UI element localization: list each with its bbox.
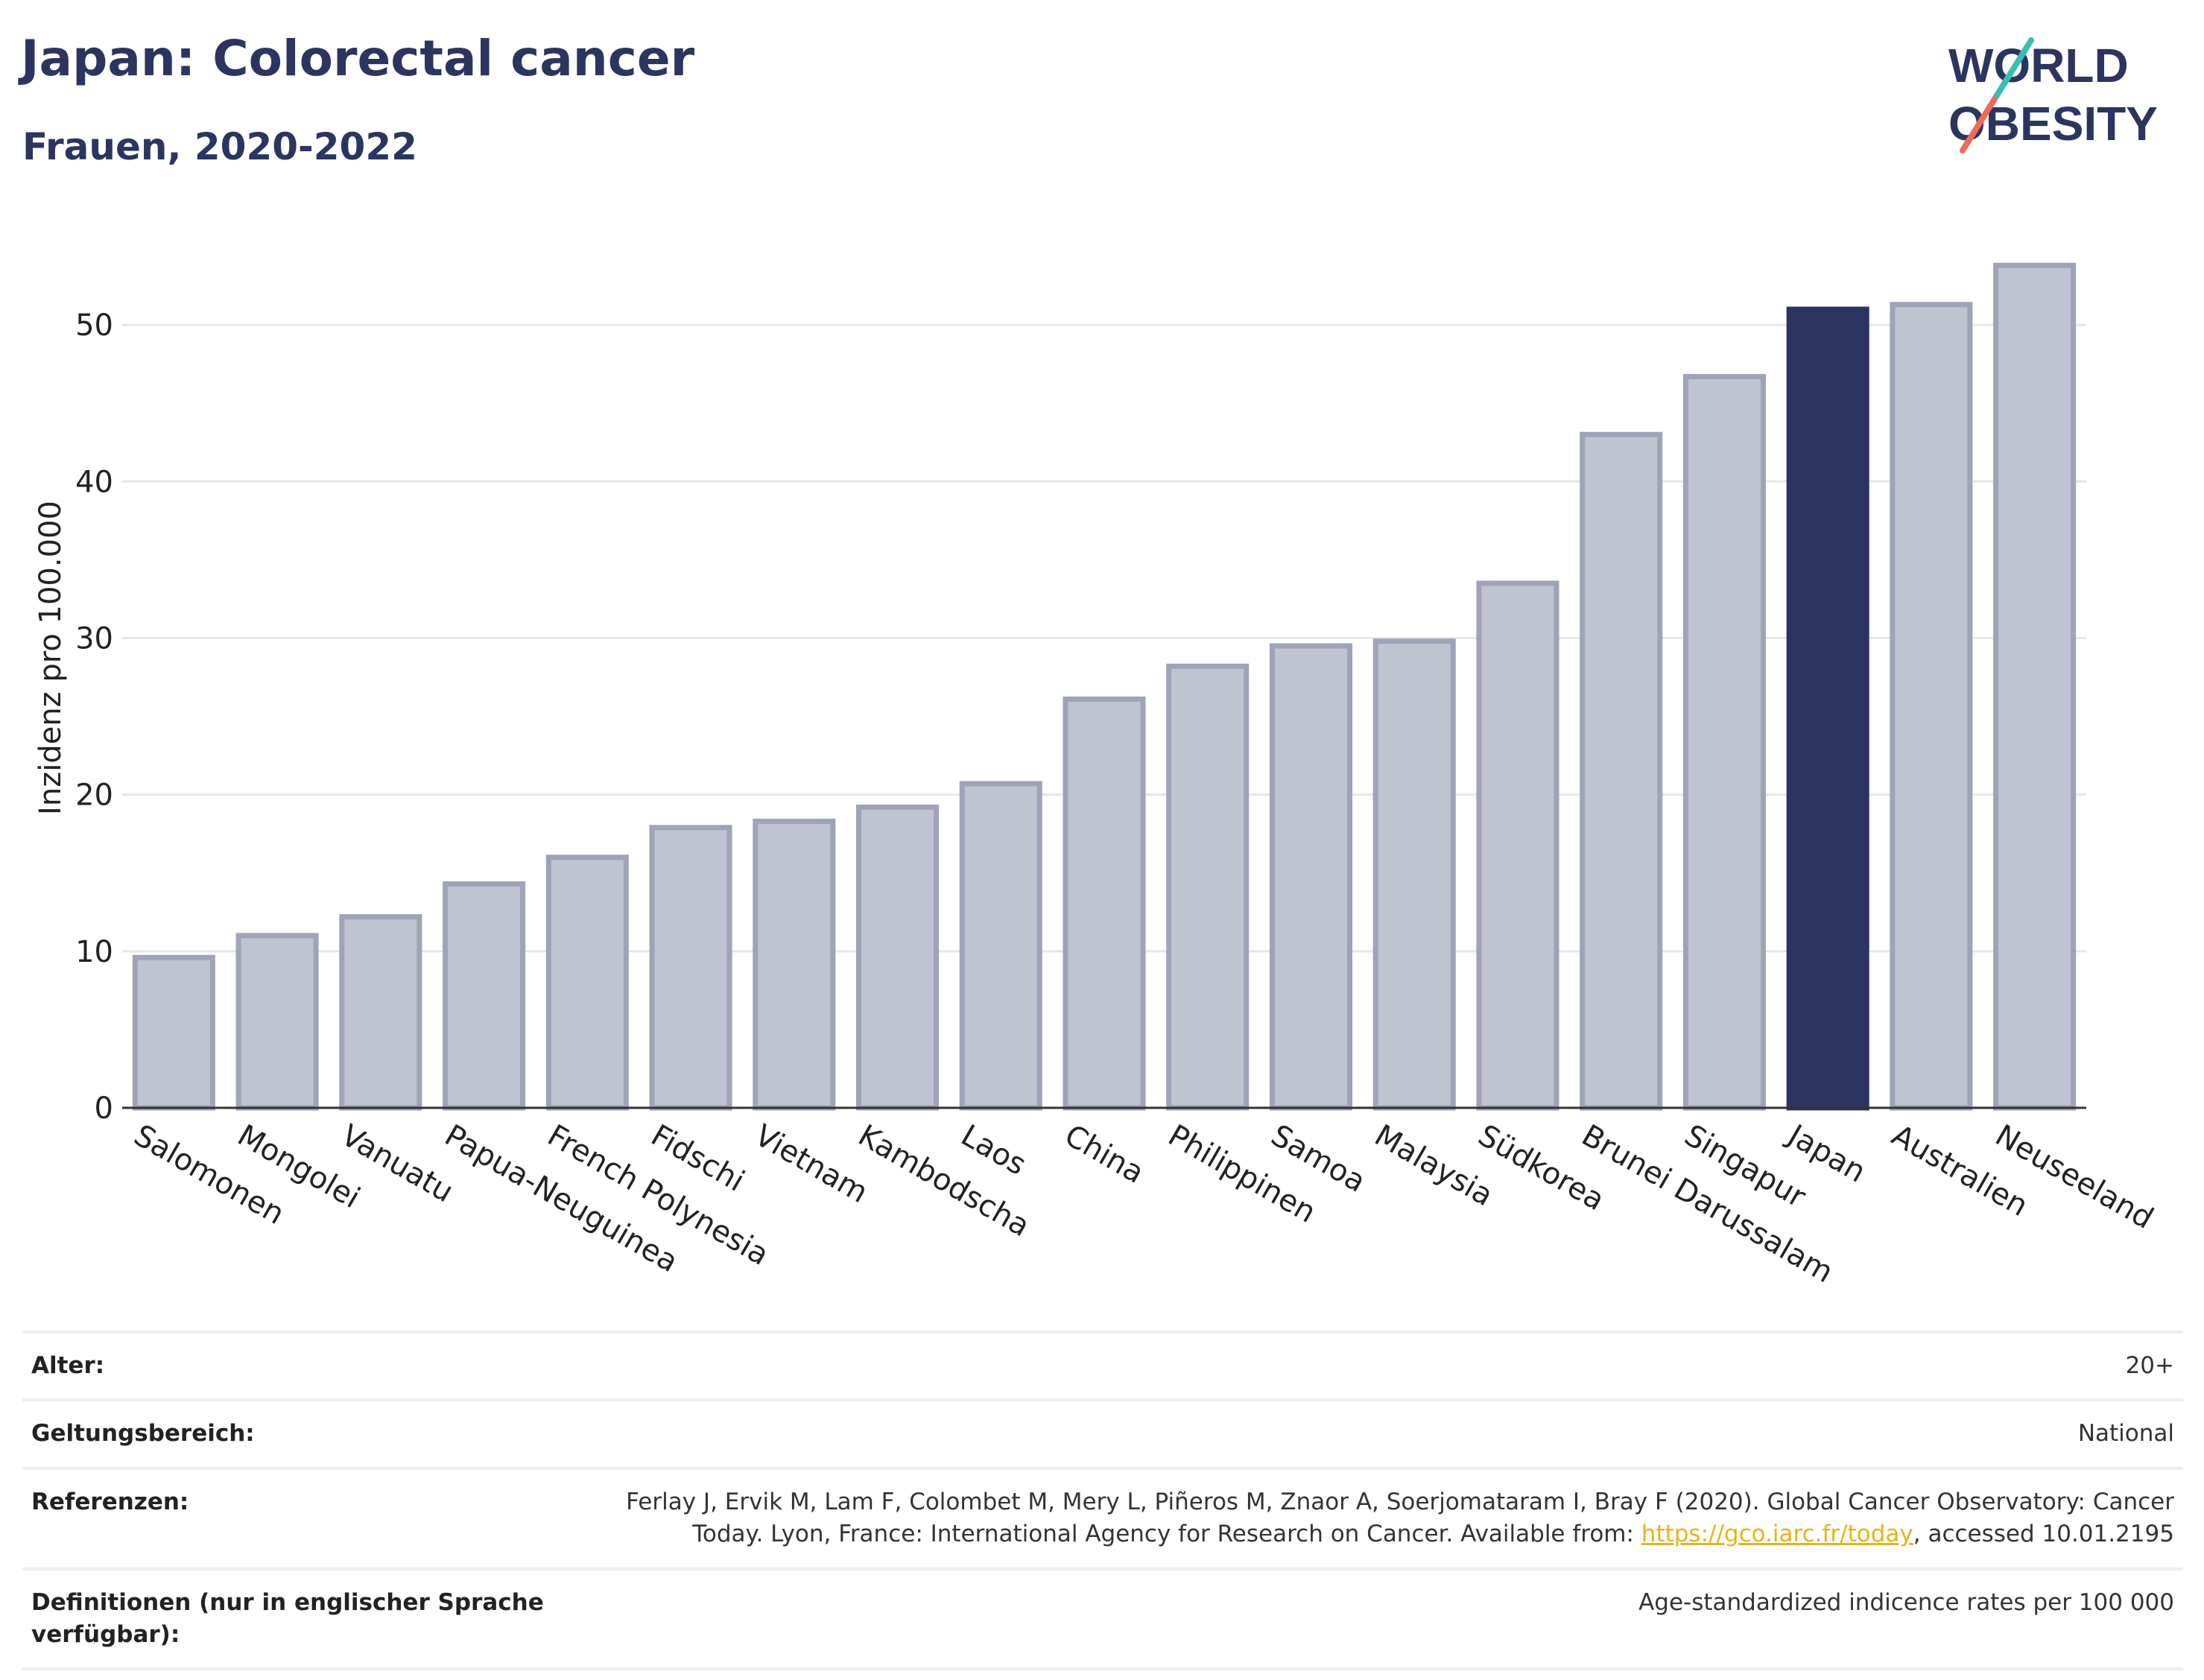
metadata-table: Alter: 20+ Geltungsbereich: National Ref… [22, 1331, 2183, 1671]
bar-samoa [1269, 643, 1353, 1111]
logo-slash-teal [1994, 37, 2034, 98]
meta-label: Geltungsbereich: [31, 1420, 255, 1448]
logo-line-2: OBESITY [1948, 97, 2158, 150]
logo-line-1: WORLD [1948, 39, 2129, 92]
y-tick-label: 0 [95, 1091, 113, 1126]
reference-link[interactable]: https://gco.iarc.fr/today [1641, 1521, 1913, 1548]
y-tick-label: 50 [75, 308, 113, 343]
y-tick-labels: 0 10 20 30 40 50 [75, 308, 113, 1126]
meta-label: Definitionen (nur in englischer Sprache … [31, 1588, 544, 1648]
bar-neuseeland [1993, 262, 2077, 1111]
meta-row-scope: Geltungsbereich: National [22, 1398, 2183, 1466]
meta-label: Alter: [31, 1352, 105, 1379]
bar-japan [1786, 306, 1869, 1111]
meta-value-reference: Ferlay J, Ervik M, Lam F, Colombet M, Me… [572, 1486, 2174, 1551]
chart-title: Japan: Colorectal cancer [21, 30, 695, 87]
bar-philippinen [1166, 663, 1250, 1111]
bar-papua-neuguinea [443, 881, 526, 1111]
meta-row-references: Referenzen: Ferlay J, Ervik M, Lam F, Co… [22, 1466, 2183, 1568]
y-tick-label: 30 [75, 621, 113, 656]
bar-mongolei [235, 933, 319, 1111]
bar-kambodscha [856, 804, 940, 1111]
bar-australien [1890, 302, 1973, 1111]
chart-subtitle: Frauen, 2020-2022 [22, 125, 417, 168]
y-tick-label: 10 [75, 935, 113, 969]
bar-french-polynesia [545, 855, 629, 1111]
world-obesity-logo: WORLD OBESITY [1948, 37, 2158, 153]
bar-chart: 0 10 20 30 40 50 [75, 262, 2086, 1126]
meta-value: National [2077, 1420, 2174, 1448]
y-axis-label: Inzidenz pro 100.000 [34, 501, 68, 815]
bar-vanuatu [339, 914, 422, 1111]
y-tick-label: 40 [75, 465, 113, 499]
bars [132, 262, 2077, 1111]
bar-salomonen [132, 954, 215, 1111]
bar-malaysia [1372, 638, 1456, 1111]
meta-value: 20+ [2125, 1352, 2174, 1379]
meta-row-age: Alter: 20+ [22, 1331, 2183, 1398]
meta-label: Referenzen: [31, 1488, 189, 1515]
bar-laos [959, 781, 1042, 1111]
y-tick-label: 20 [75, 779, 113, 813]
reference-text: Ferlay J, Ervik M, Lam F, Colombet M, Me… [626, 1488, 2174, 1548]
logo-slash-coral [1960, 92, 2000, 153]
bar-fidschi [649, 825, 732, 1111]
meta-row-definitions: Definitionen (nur in englischer Sprache … [22, 1567, 2183, 1671]
bar-china [1063, 696, 1146, 1111]
reference-accessed: , accessed 10.01.2195 [1913, 1521, 2174, 1548]
bar-brunei-darussalam [1580, 431, 1663, 1111]
meta-value: Age-standardized indicence rates per 100… [1638, 1588, 2174, 1616]
bar-singapur [1682, 373, 1766, 1111]
bar-vietnam [753, 818, 836, 1111]
bar-südkorea [1476, 580, 1559, 1111]
